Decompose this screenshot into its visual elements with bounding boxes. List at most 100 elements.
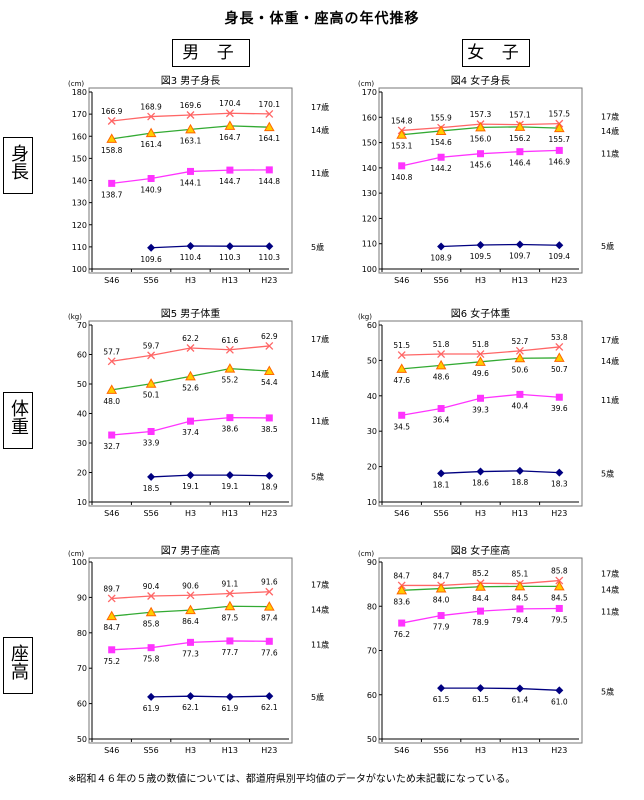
y-tick-label: 170 xyxy=(72,110,87,119)
data-label-14: 55.2 xyxy=(222,376,239,385)
row-header-weight: 体重 xyxy=(3,392,33,449)
data-label-17: 155.9 xyxy=(430,114,452,123)
data-label-5: 110.4 xyxy=(180,253,202,262)
x-tick-label: H3 xyxy=(185,509,196,518)
data-point-5 xyxy=(437,242,446,251)
data-label-11: 144.1 xyxy=(180,178,202,187)
data-label-17: 51.8 xyxy=(433,340,450,349)
data-point-17 xyxy=(107,594,116,603)
data-label-11: 79.5 xyxy=(551,615,568,624)
data-point-11 xyxy=(437,153,445,161)
data-label-11: 77.3 xyxy=(182,649,199,658)
row-header-sitting-height: 座高 xyxy=(3,637,33,694)
data-point-5 xyxy=(437,684,446,693)
series-line-5 xyxy=(151,474,270,478)
y-tick-label: 120 xyxy=(72,221,87,230)
data-label-11: 75.8 xyxy=(143,655,160,664)
data-point-17 xyxy=(265,109,274,118)
data-label-14: 155.7 xyxy=(549,135,571,144)
x-tick-label: H23 xyxy=(551,276,567,285)
x-tick-label: H3 xyxy=(475,746,486,755)
x-tick-label: H13 xyxy=(222,509,238,518)
data-label-11: 76.2 xyxy=(393,630,410,639)
data-point-5 xyxy=(476,467,485,476)
chart-title: 図4 女子身長 xyxy=(451,74,511,87)
y-tick-label: 50 xyxy=(77,735,87,744)
data-label-5: 19.1 xyxy=(222,482,239,491)
page-title: 身長・体重・座高の年代推移 xyxy=(224,11,420,27)
x-tick-label: H3 xyxy=(475,276,486,285)
data-label-5: 18.5 xyxy=(143,484,160,493)
y-tick-label: 100 xyxy=(362,265,377,274)
data-point-11 xyxy=(398,162,406,170)
data-label-5: 110.3 xyxy=(259,253,281,262)
chart-panel-female-sitting-height: 図8 女子座高 (cm) 50 60 70 80 90 S46 S56 H3 H13 H23 84.7 8… xyxy=(350,540,640,769)
data-point-14 xyxy=(185,123,196,134)
data-label-17: 168.9 xyxy=(140,103,162,112)
x-tick-label: H13 xyxy=(512,276,528,285)
chart-svg: 図6 女子体重 (kg) 10 20 30 40 50 60 S46 S56 H3 H13 H23 51.… xyxy=(358,307,619,518)
data-label-14: 49.6 xyxy=(472,369,489,378)
data-point-11 xyxy=(516,148,524,156)
data-point-14 xyxy=(396,363,408,373)
data-point-17 xyxy=(476,350,485,358)
data-label-14: 84.0 xyxy=(433,596,450,605)
y-axis-unit: (cm) xyxy=(68,80,84,88)
data-label-11: 77.7 xyxy=(222,648,239,657)
chart-frame xyxy=(88,557,293,744)
data-label-17: 57.7 xyxy=(103,347,120,356)
data-label-11: 79.4 xyxy=(512,616,529,625)
series-name-17: 17歳 xyxy=(601,112,619,122)
y-tick-label: 110 xyxy=(72,243,87,252)
y-tick-label: 10 xyxy=(367,498,377,507)
series-name-14: 14歳 xyxy=(601,584,619,594)
y-tick-label: 180 xyxy=(72,88,87,97)
data-point-11 xyxy=(265,166,273,174)
data-label-14: 86.4 xyxy=(182,617,199,626)
data-label-5: 61.5 xyxy=(433,695,450,704)
data-label-14: 47.6 xyxy=(393,376,410,385)
data-label-17: 90.6 xyxy=(182,581,199,590)
series-name-14: 14歳 xyxy=(601,126,619,136)
data-label-14: 85.8 xyxy=(143,619,160,628)
y-tick-label: 130 xyxy=(362,189,377,198)
data-label-11: 75.2 xyxy=(103,657,120,666)
y-axis-unit: (cm) xyxy=(358,550,374,558)
series-line-5 xyxy=(441,470,560,474)
data-label-17: 53.8 xyxy=(551,333,568,342)
data-label-14: 156.2 xyxy=(509,134,531,143)
data-label-5: 61.5 xyxy=(472,695,489,704)
y-tick-label: 140 xyxy=(362,164,377,173)
data-label-5: 61.9 xyxy=(143,704,160,713)
chart-panel-female-height: 図4 女子身長 (cm) 100 110 120 130 140 150 160 170 S46 S5… xyxy=(350,70,640,299)
data-point-11 xyxy=(477,150,484,158)
x-tick-label: S56 xyxy=(143,746,158,755)
data-label-17: 85.8 xyxy=(551,567,568,576)
y-tick-label: 20 xyxy=(77,469,87,478)
data-point-5 xyxy=(437,469,446,478)
y-tick-label: 160 xyxy=(362,113,377,122)
x-tick-label: H23 xyxy=(261,746,277,755)
y-tick-label: 50 xyxy=(77,380,87,389)
data-point-14 xyxy=(553,122,565,133)
chart-title: 図7 男子座高 xyxy=(161,544,221,557)
data-label-5: 18.6 xyxy=(472,479,489,488)
data-point-14 xyxy=(224,120,236,130)
data-point-14 xyxy=(553,352,565,362)
x-tick-label: H3 xyxy=(475,509,486,518)
data-label-17: 52.7 xyxy=(512,337,529,346)
x-tick-label: S56 xyxy=(433,746,448,755)
data-label-17: 157.5 xyxy=(549,110,571,119)
y-tick-label: 70 xyxy=(77,321,87,330)
data-point-14 xyxy=(475,581,486,591)
data-label-17: 85.1 xyxy=(512,570,529,579)
data-point-17 xyxy=(186,344,195,352)
data-point-11 xyxy=(226,637,234,645)
data-point-11 xyxy=(108,431,116,439)
data-point-5 xyxy=(265,471,274,480)
data-label-14: 87.5 xyxy=(222,613,239,622)
data-label-17: 157.3 xyxy=(470,110,492,119)
chart-title: 図8 女子座高 xyxy=(451,544,511,557)
data-label-17: 51.8 xyxy=(472,340,489,349)
y-tick-label: 70 xyxy=(77,664,87,673)
